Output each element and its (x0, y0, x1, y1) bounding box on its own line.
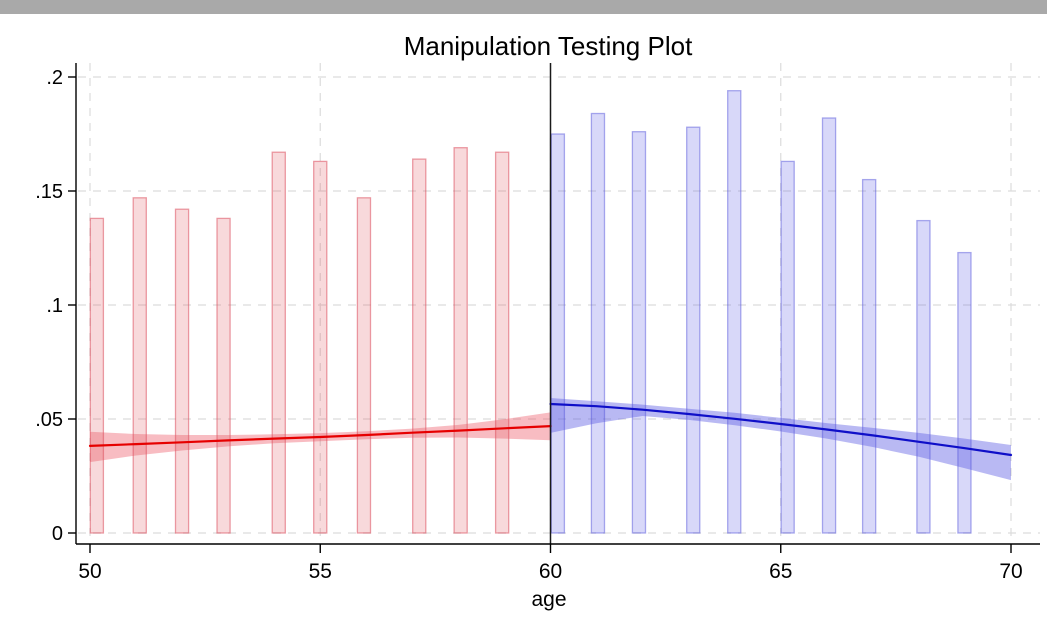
histogram-bar-right (686, 126, 701, 534)
x-tick-label: 65 (769, 560, 792, 583)
y-tick-label: .1 (46, 295, 63, 317)
chart-title: Manipulation Testing Plot (404, 31, 693, 61)
y-tick-label: .2 (46, 67, 63, 89)
histogram-bar-right (957, 251, 972, 534)
histogram-bar-left (453, 147, 468, 534)
histogram-bar-right (916, 219, 931, 534)
histogram-bar-right (821, 117, 837, 534)
density-line-left (88, 425, 552, 447)
histogram-bar-right (861, 178, 877, 534)
histogram-bar-right (590, 112, 606, 534)
histogram-bar-left (412, 158, 427, 534)
histogram-bar-left (174, 208, 190, 534)
x-tick-label: 55 (309, 560, 332, 583)
y-tick-label: .15 (35, 181, 63, 203)
window-top-bar (0, 0, 1047, 14)
histogram-bar-left (356, 197, 372, 534)
histogram-bar-right (780, 160, 795, 534)
y-tick-label: .05 (35, 409, 63, 431)
histogram-bar-left (216, 217, 231, 534)
histogram-bar-right (550, 133, 566, 534)
x-tick-label: 60 (539, 560, 562, 583)
x-tick-label: 70 (999, 560, 1022, 583)
x-axis-title: age (531, 588, 566, 611)
histogram-bar-left (494, 151, 510, 534)
density-line-right (549, 402, 1013, 457)
histogram-bar-left (271, 151, 286, 534)
histogram-bar-left (313, 160, 328, 534)
histogram-bar-left (132, 197, 147, 534)
x-tick-label: 50 (78, 560, 101, 583)
histogram-layer (89, 90, 972, 534)
histogram-bar-right (727, 90, 742, 534)
density-line-layer (88, 402, 1013, 457)
histogram-bar-left (89, 217, 105, 534)
axis-layer: 0 .05 .1 .15 .2 50 55 60 65 70 (35, 63, 1040, 583)
y-tick-label: 0 (52, 523, 63, 545)
histogram-bar-right (631, 131, 647, 534)
